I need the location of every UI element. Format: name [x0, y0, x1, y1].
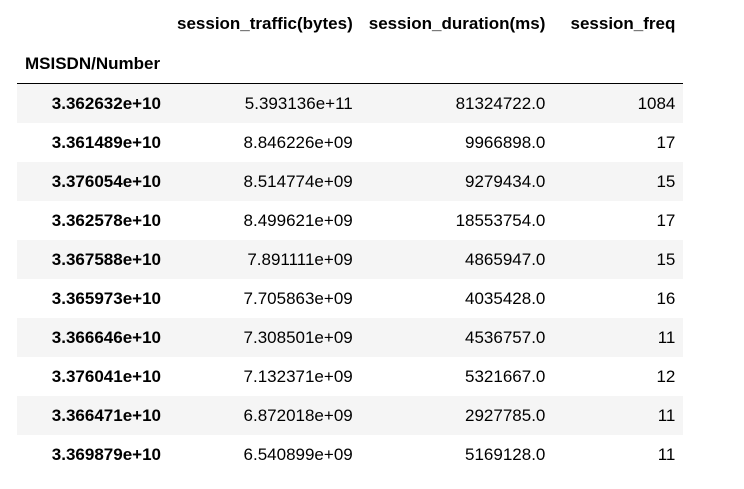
cell-session-freq: 16	[656, 289, 676, 308]
cell-session-freq: 12	[656, 367, 676, 386]
table-header: session_traffic(bytes) session_duration(…	[17, 4, 683, 84]
cell-session-traffic: 8.846226e+09	[243, 133, 353, 152]
table-row: 3.362632e+10 5.393136e+11 81324722.0 1084	[17, 83, 684, 123]
table-row: 3.362578e+10 8.499621e+09 18553754.0 17	[17, 201, 684, 240]
table-body: 3.362632e+10 5.393136e+11 81324722.0 1084 3.…	[17, 83, 684, 474]
row-index-msisdn: 3.367588e+10	[51, 250, 161, 269]
cell-session-duration: 9966898.0	[465, 133, 546, 152]
cell-session-freq: 11	[657, 328, 676, 347]
index-name-row-blank	[361, 43, 554, 84]
cell-session-traffic: 7.132371e+09	[243, 367, 353, 386]
cell-session-traffic: 7.308501e+09	[243, 328, 353, 347]
table-row: 3.376041e+10 7.132371e+09 5321667.0 12	[17, 357, 684, 396]
column-header-session-freq: session_freq	[570, 14, 676, 33]
table-row: 3.365973e+10 7.705863e+09 4035428.0 16	[17, 279, 684, 318]
column-header-row: session_traffic(bytes) session_duration(…	[17, 4, 683, 43]
cell-session-freq: 15	[656, 250, 676, 269]
cell-session-freq: 11	[657, 445, 676, 464]
cell-session-freq: 17	[656, 133, 676, 152]
table-row: 3.366646e+10 7.308501e+09 4536757.0 11	[17, 318, 684, 357]
row-index-msisdn: 3.376054e+10	[51, 172, 161, 191]
row-index-msisdn: 3.362578e+10	[51, 211, 161, 230]
cell-session-traffic: 7.705863e+09	[243, 289, 353, 308]
index-name-row: MSISDN/Number	[17, 43, 683, 84]
index-name-row-blank	[553, 43, 683, 84]
index-column-header	[17, 4, 169, 43]
row-index-msisdn: 3.362632e+10	[17, 83, 169, 123]
cell-session-duration: 2927785.0	[465, 406, 546, 425]
row-index-msisdn: 3.366471e+10	[51, 406, 161, 425]
table-row: 3.376054e+10 8.514774e+09 9279434.0 15	[17, 162, 684, 201]
cell-session-traffic: 6.872018e+09	[243, 406, 353, 425]
cell-session-traffic: 6.540899e+09	[243, 445, 353, 464]
table-row: 3.369879e+10 6.540899e+09 5169128.0 11	[17, 435, 684, 474]
cell-session-duration: 81324722.0	[360, 83, 554, 123]
cell-session-duration: 9279434.0	[465, 172, 546, 191]
cell-session-traffic: 8.514774e+09	[243, 172, 353, 191]
index-name-label: MSISDN/Number	[25, 53, 161, 73]
index-name-row-blank	[169, 43, 361, 84]
cell-session-freq: 11	[657, 406, 676, 425]
column-header-session-traffic: session_traffic(bytes)	[177, 14, 353, 33]
row-index-msisdn: 3.369879e+10	[51, 445, 161, 464]
row-index-msisdn: 3.376041e+10	[51, 367, 161, 386]
dataframe-table: session_traffic(bytes) session_duration(…	[17, 4, 684, 474]
row-index-msisdn: 3.366646e+10	[51, 328, 161, 347]
cell-session-duration: 4865947.0	[465, 250, 546, 269]
cell-session-duration: 4035428.0	[465, 289, 546, 308]
cell-session-freq: 1084	[553, 83, 684, 123]
table-row: 3.366471e+10 6.872018e+09 2927785.0 11	[17, 396, 684, 435]
cell-session-duration: 4536757.0	[465, 328, 546, 347]
row-index-msisdn: 3.361489e+10	[51, 133, 161, 152]
cell-session-duration: 5169128.0	[465, 445, 546, 464]
cell-session-duration: 18553754.0	[455, 211, 546, 230]
cell-session-traffic: 7.891111e+09	[247, 250, 353, 269]
table-row: 3.361489e+10 8.846226e+09 9966898.0 17	[17, 123, 684, 162]
cell-session-freq: 15	[656, 172, 676, 191]
row-index-msisdn: 3.365973e+10	[51, 289, 161, 308]
column-header-session-duration: session_duration(ms)	[368, 14, 546, 33]
table-row: 3.367588e+10 7.891111e+09 4865947.0 15	[17, 240, 684, 279]
cell-session-traffic: 8.499621e+09	[243, 211, 353, 230]
cell-session-duration: 5321667.0	[465, 367, 546, 386]
cell-session-freq: 17	[656, 211, 676, 230]
cell-session-traffic: 5.393136e+11	[169, 83, 361, 123]
